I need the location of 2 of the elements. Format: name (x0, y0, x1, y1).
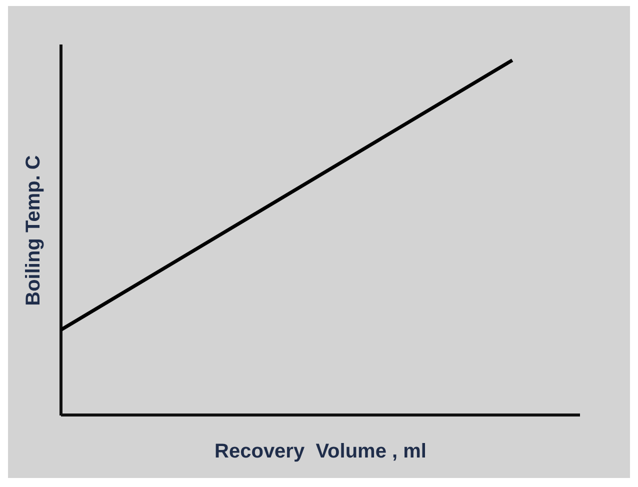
x-axis-title: Recovery Volume , ml (214, 440, 426, 463)
y-axis-title: Boiling Temp. C (22, 155, 45, 306)
